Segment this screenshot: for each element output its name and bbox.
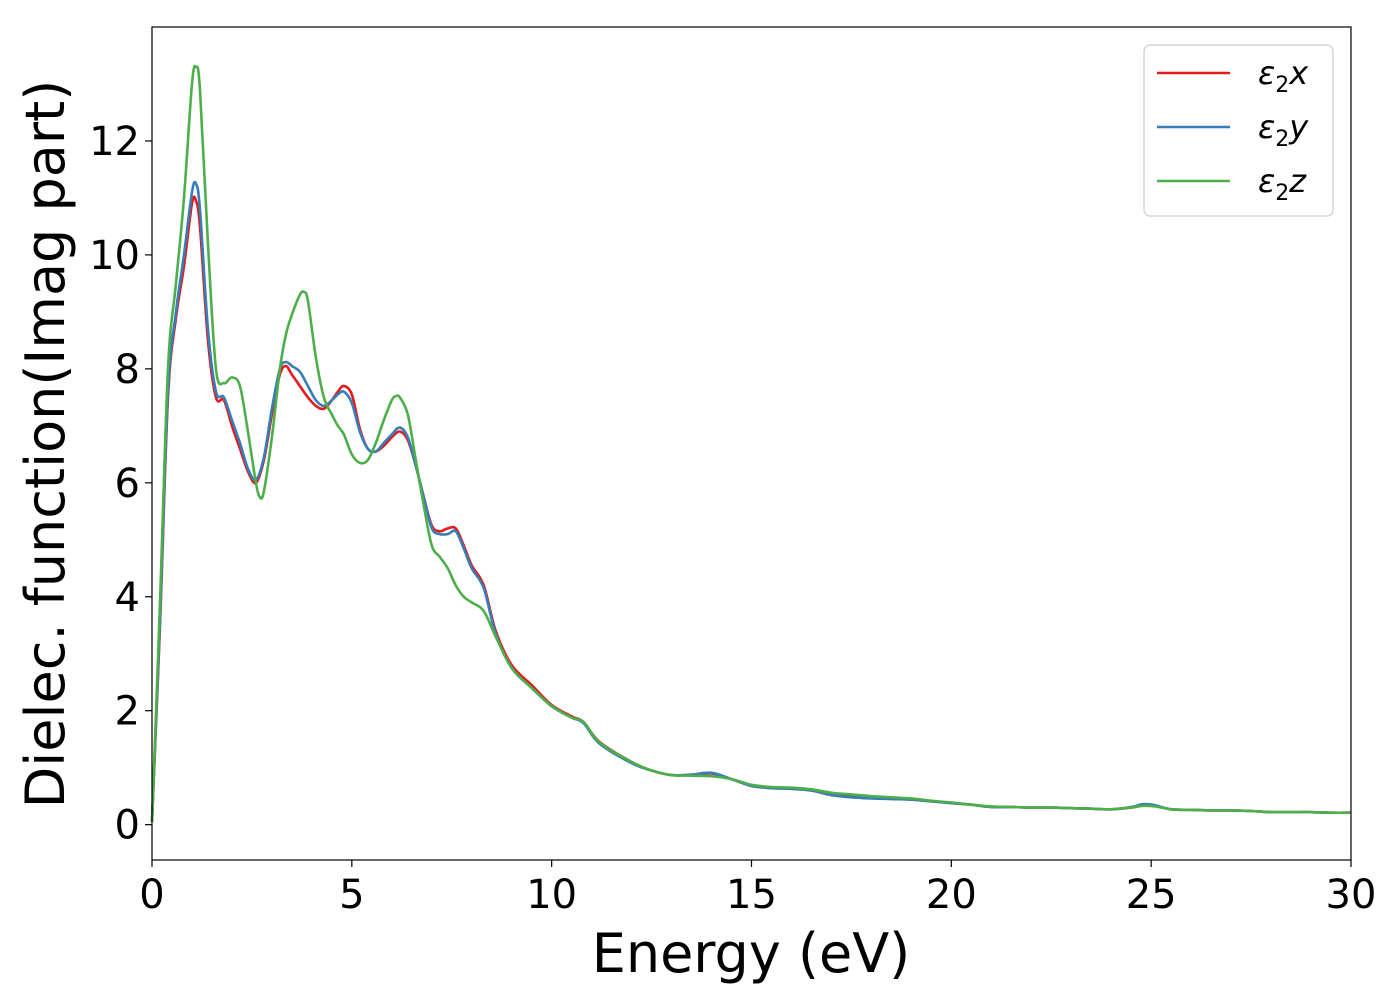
y-axis: 0 2 4 6 8 10 12 bbox=[89, 119, 152, 849]
x-tick-label: 5 bbox=[339, 872, 364, 918]
y-tick-label: 6 bbox=[115, 461, 140, 507]
legend: ε2x ε2y ε2z bbox=[1143, 44, 1334, 217]
legend-label-x: ε2x bbox=[1258, 54, 1309, 98]
x-tick-label: 25 bbox=[1126, 872, 1177, 918]
y-tick-label: 0 bbox=[115, 803, 140, 849]
series-line-z bbox=[150, 64, 1352, 822]
x-tick-label: 20 bbox=[926, 872, 977, 918]
y-tick-label: 12 bbox=[89, 119, 140, 165]
y-tick-label: 4 bbox=[115, 575, 140, 621]
x-tick-label: 10 bbox=[526, 872, 577, 918]
x-tick-label: 15 bbox=[726, 872, 777, 918]
legend-box bbox=[1143, 44, 1334, 217]
y-tick-label: 2 bbox=[115, 689, 140, 735]
x-tick-label: 0 bbox=[139, 872, 164, 918]
x-tick-label: 30 bbox=[1326, 872, 1377, 918]
y-tick-label: 8 bbox=[115, 347, 140, 393]
y-axis-label: Dielec. function(Imag part) bbox=[14, 80, 77, 809]
x-axis: 0 5 10 15 20 25 30 bbox=[139, 860, 1376, 918]
legend-label-y: ε2y bbox=[1258, 108, 1309, 152]
y-tick-label: 10 bbox=[89, 233, 140, 279]
legend-label-z: ε2z bbox=[1258, 162, 1307, 206]
series-layer bbox=[150, 64, 1352, 822]
x-axis-label: Energy (eV) bbox=[592, 922, 911, 985]
